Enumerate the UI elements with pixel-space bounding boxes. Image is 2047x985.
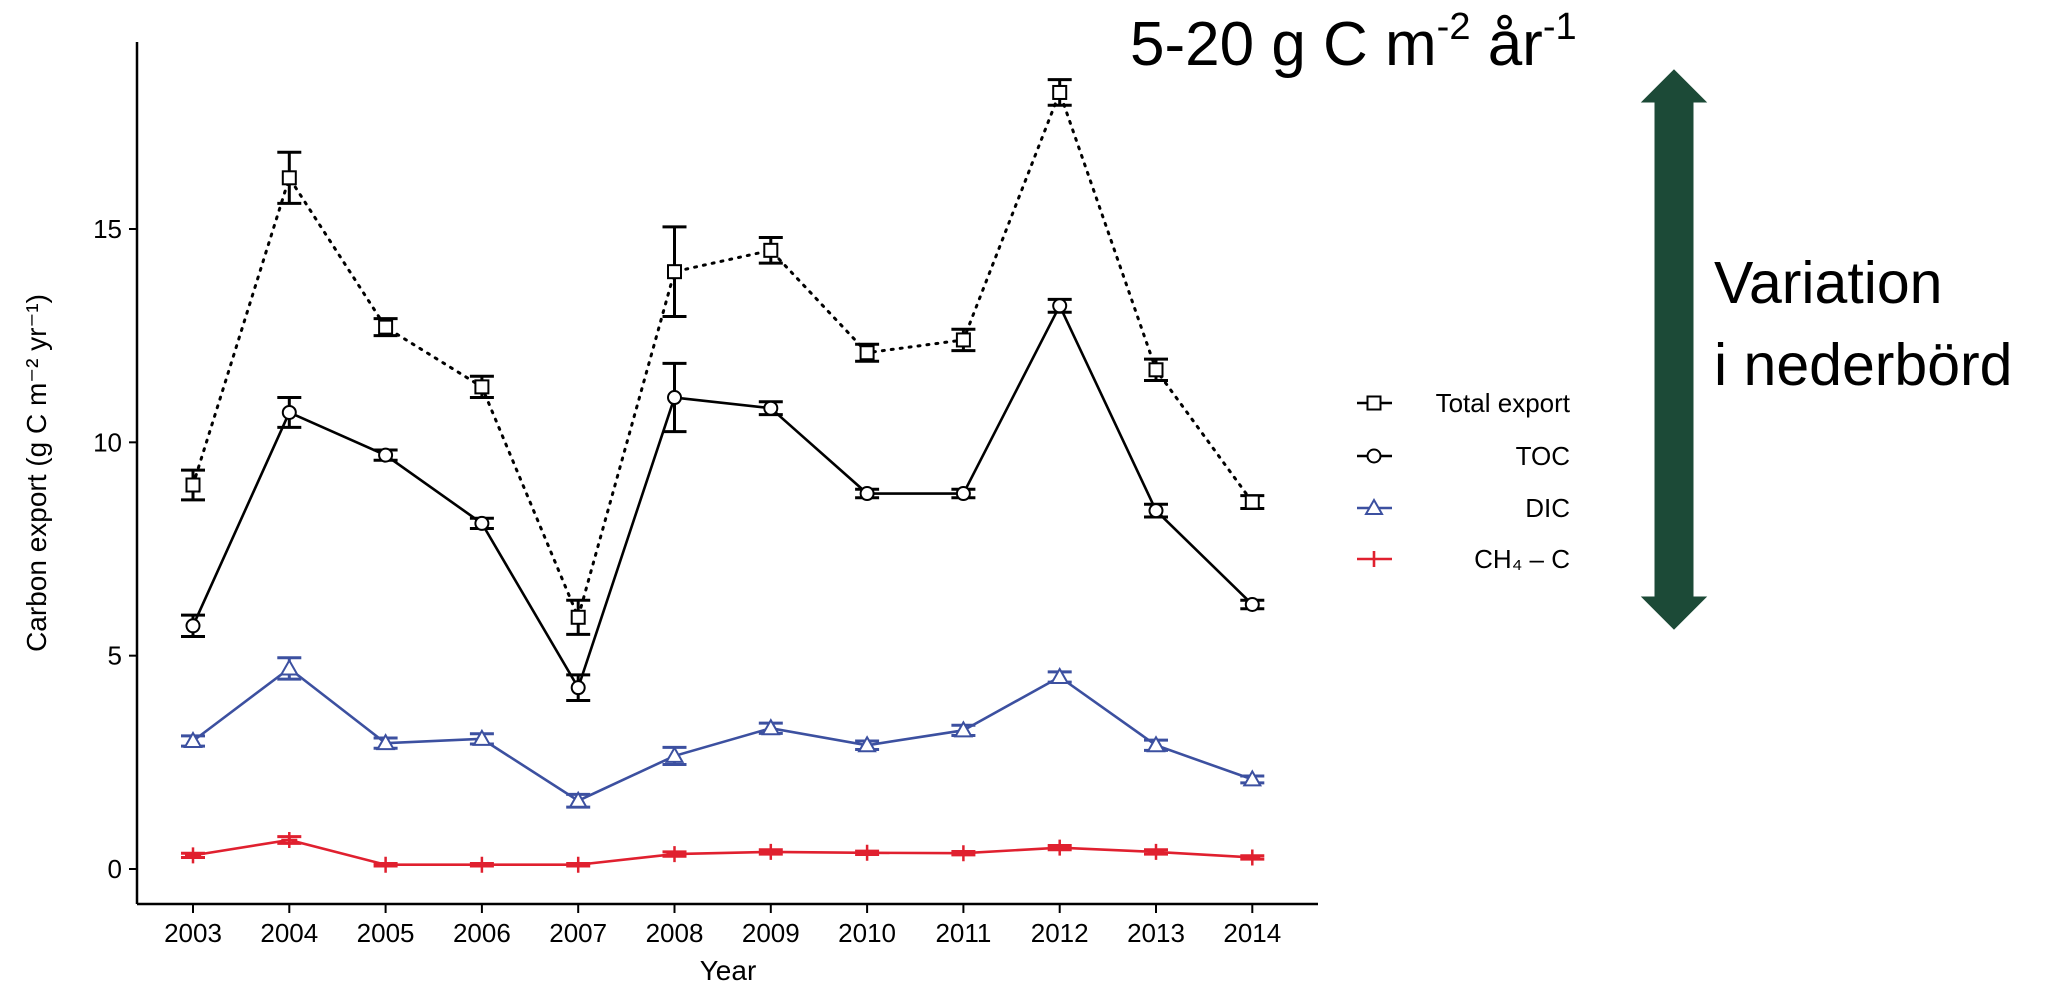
- headline-unit: år: [1470, 10, 1543, 79]
- data-point: [667, 264, 682, 280]
- data-point: [570, 856, 587, 873]
- series-line: [192, 666, 1253, 803]
- data-point: [955, 845, 972, 862]
- x-tick-label: 2008: [646, 918, 704, 948]
- data-point: [1051, 839, 1068, 856]
- x-axis-label: Year: [700, 955, 757, 985]
- x-tick-label: 2009: [742, 918, 800, 948]
- headline-base: 5-20 g C m: [1130, 10, 1437, 79]
- series-total-export: [181, 78, 1265, 636]
- data-point: [1049, 666, 1070, 684]
- data-point: [859, 486, 875, 502]
- data-point: [955, 332, 971, 348]
- y-tick-label: 10: [93, 427, 122, 457]
- legend-item: DIC: [1357, 493, 1570, 523]
- series-line: [191, 88, 1254, 622]
- data-point: [570, 609, 586, 625]
- headline-exponent-1: -2: [1436, 6, 1471, 48]
- data-point: [762, 843, 779, 860]
- data-point: [1244, 494, 1260, 510]
- data-point: [1052, 84, 1068, 100]
- data-point: [664, 745, 685, 763]
- chart-headline: 5-20 g C m-2 år-1: [1130, 6, 1577, 80]
- x-tick-label: 2011: [935, 918, 991, 948]
- x-tick-label: 2006: [453, 918, 511, 948]
- legend-label: DIC: [1525, 493, 1570, 523]
- data-point: [474, 379, 490, 395]
- data-point: [953, 720, 974, 738]
- series-line: [191, 302, 1254, 691]
- data-point: [1242, 769, 1263, 787]
- data-point: [859, 345, 875, 361]
- data-point: [570, 680, 586, 696]
- data-point: [185, 477, 201, 493]
- x-tick-label: 2007: [549, 918, 607, 948]
- series-dic: [181, 656, 1265, 809]
- data-point: [761, 718, 781, 736]
- data-point: [1366, 395, 1382, 411]
- data-point: [281, 831, 298, 848]
- headline-exponent-2: -1: [1542, 6, 1577, 48]
- data-point: [1052, 298, 1068, 314]
- data-point: [1364, 497, 1384, 515]
- data-point: [377, 856, 394, 873]
- y-tick-label: 5: [108, 641, 122, 671]
- legend-item: Total export: [1357, 388, 1571, 418]
- x-tick-label: 2013: [1127, 918, 1185, 948]
- series-toc: [181, 297, 1265, 702]
- data-point: [185, 847, 201, 864]
- x-tick-label: 2012: [1031, 918, 1089, 948]
- legend: Total export TOC DIC CH₄ – C: [1357, 388, 1571, 574]
- x-tick-label: 2014: [1223, 918, 1281, 948]
- data-point: [281, 170, 297, 186]
- y-tick-label: 0: [108, 854, 122, 884]
- data-point: [859, 844, 876, 861]
- y-tick-label: 15: [93, 214, 122, 244]
- data-point: [185, 618, 201, 634]
- variation-line-1: Variation: [1714, 250, 1943, 316]
- data-point: [1148, 503, 1164, 519]
- legend-label: Total export: [1436, 388, 1571, 418]
- data-point: [763, 400, 779, 416]
- data-point: [857, 735, 877, 753]
- variation-line-2: i nederbörd: [1714, 332, 2013, 398]
- x-tick-label: 2003: [164, 918, 222, 948]
- x-tick-label: 2004: [260, 918, 318, 948]
- data-point: [1366, 448, 1382, 464]
- data-point: [1244, 849, 1261, 866]
- data-point: [279, 658, 300, 676]
- variation-annotation: Variation i nederbörd: [1714, 242, 2013, 406]
- data-point: [568, 790, 588, 808]
- data-point: [473, 856, 490, 873]
- data-point: [1244, 596, 1260, 612]
- data-point: [375, 733, 396, 751]
- data-point: [1148, 843, 1164, 860]
- data-point: [474, 515, 490, 531]
- x-tick-label: 2010: [838, 918, 896, 948]
- data-point: [183, 730, 203, 748]
- series-layer: [181, 78, 1265, 873]
- data-point: [763, 242, 779, 258]
- data-point: [472, 728, 492, 746]
- x-tick-label: 2005: [357, 918, 415, 948]
- legend-item: TOC: [1357, 441, 1570, 471]
- data-point: [955, 486, 971, 502]
- data-point: [666, 846, 683, 863]
- legend-label: CH₄ – C: [1474, 544, 1570, 574]
- series-ch-c: [181, 831, 1265, 873]
- data-point: [1148, 362, 1164, 378]
- axes: 0 5 10 15 2003 2004 2005 2006 2007 2008 2009 2010 20…: [21, 42, 1318, 985]
- legend-label: TOC: [1516, 441, 1570, 471]
- double-arrow-shape: [1640, 69, 1708, 630]
- data-point: [281, 404, 297, 420]
- data-point: [378, 319, 394, 335]
- double-arrow: [1640, 69, 1708, 630]
- data-point: [1146, 735, 1166, 753]
- data-point: [378, 447, 394, 463]
- series-line: [192, 838, 1253, 867]
- data-point: [667, 390, 682, 406]
- y-axis-label: Carbon export (g C m⁻² yr⁻¹): [21, 294, 52, 652]
- legend-item: CH₄ – C: [1357, 544, 1570, 574]
